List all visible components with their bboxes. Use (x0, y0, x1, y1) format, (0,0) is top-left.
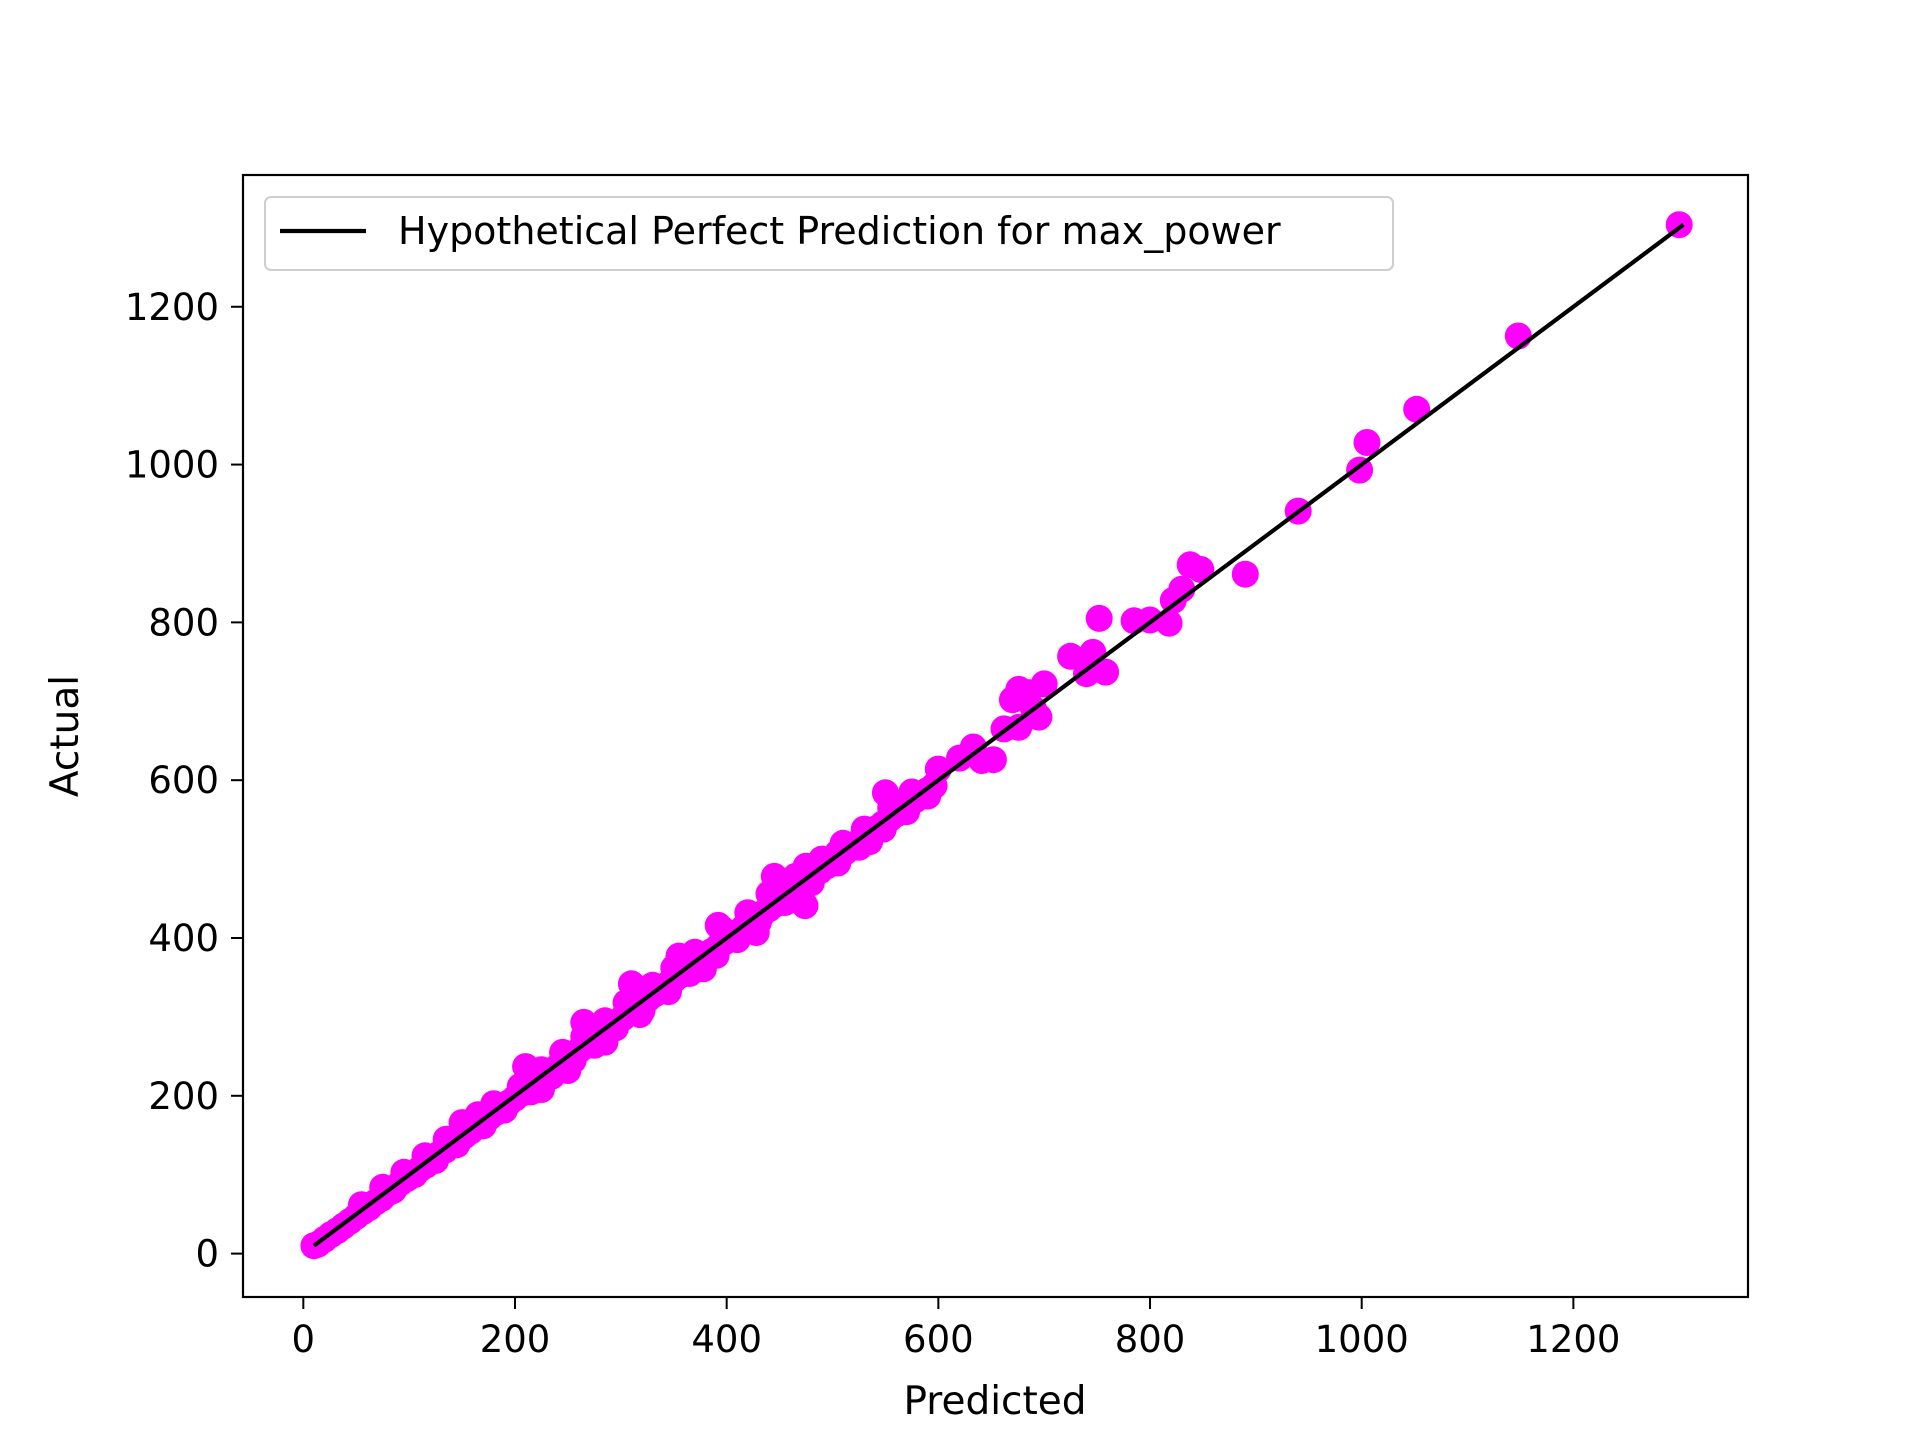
scatter-point (1005, 713, 1033, 741)
x-tick-label: 200 (480, 1318, 551, 1361)
scatter-point (1155, 609, 1183, 637)
perfect-prediction-line (312, 223, 1685, 1248)
legend-label: Hypothetical Perfect Prediction for max_… (398, 209, 1281, 253)
scatter-point (791, 892, 819, 920)
scatter-point (570, 1008, 598, 1036)
scatter-point (591, 1028, 619, 1056)
scatter-point (1030, 670, 1058, 698)
x-tick-label: 1200 (1526, 1318, 1620, 1361)
scatter-point (792, 852, 820, 880)
scatter-point (871, 779, 899, 807)
scatter-point (771, 889, 799, 916)
y-axis-label: Actual (43, 675, 88, 797)
y-tick-label: 400 (148, 917, 219, 960)
y-tick-label: 0 (195, 1233, 219, 1276)
scatter-point (617, 970, 645, 998)
y-tick-label: 200 (148, 1075, 219, 1118)
scatter-point (1057, 642, 1085, 670)
x-axis-ticks: 0 200 400 600 800 1000 1200 (292, 1297, 1620, 1361)
y-tick-label: 1000 (125, 444, 219, 487)
scatter-point (689, 955, 717, 983)
scatter-point (1231, 560, 1259, 588)
scatter-point (742, 919, 770, 946)
x-tick-label: 400 (691, 1318, 762, 1361)
x-tick-label: 1000 (1315, 1318, 1409, 1361)
y-axis-ticks: 0 200 400 600 800 1000 1200 (125, 286, 243, 1276)
scatter-point (469, 1112, 497, 1140)
y-tick-label: 600 (148, 759, 219, 802)
scatter-point (443, 1131, 471, 1159)
plot-frame (241, 173, 1750, 1299)
legend: Hypothetical Perfect Prediction for max_… (264, 196, 1394, 271)
y-tick-label: 1200 (125, 286, 219, 329)
scatter-point (1092, 658, 1120, 686)
y-tick-label: 800 (148, 601, 219, 644)
scatter-point (1085, 604, 1113, 632)
scatter-point (979, 746, 1007, 774)
x-axis-label: Predicted (903, 1379, 1086, 1424)
scatter-point (490, 1096, 518, 1124)
scatter-point (704, 911, 732, 939)
x-tick-label: 800 (1115, 1318, 1186, 1361)
x-tick-label: 600 (903, 1318, 974, 1361)
scatter-point (422, 1147, 450, 1174)
scatter-point (528, 1076, 555, 1103)
scatter-point (760, 862, 788, 890)
scatter-point (1187, 556, 1215, 583)
scatter-point (512, 1053, 540, 1081)
legend-box (264, 196, 1394, 271)
x-tick-label: 0 (292, 1318, 316, 1361)
scatter-point (1353, 429, 1381, 456)
scatter-point (665, 942, 693, 970)
scatter-point (348, 1191, 375, 1219)
